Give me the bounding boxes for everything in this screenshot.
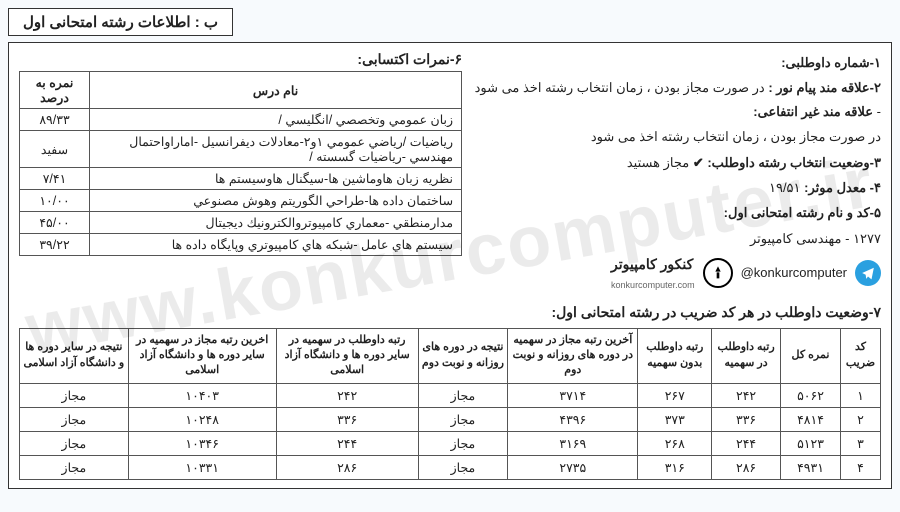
col-rank-quota: رتبه داوطلب در سهمیه: [712, 328, 781, 383]
cell-rank_other: ۲۸۶: [276, 455, 418, 479]
cell-percent: ۳۹/۲۲: [20, 234, 90, 256]
col-res-day: نتیجه در دوره های روزانه و نوبت دوم: [418, 328, 508, 383]
line-selection-status: ۳-وضعیت انتخاب رشته داوطلب: ✔ مجاز هستید: [472, 151, 881, 174]
cell-code: ۳: [841, 431, 881, 455]
brand-text: کنکور کامپیوتر konkurcomputer.com: [611, 252, 695, 293]
col-res-other: نتیجه در سایر دوره ها و دانشگاه آزاد اسل…: [20, 328, 129, 383]
status-row: ۳۵۱۲۳۲۴۴۲۶۸۳۱۶۹مجاز۲۴۴۱۰۳۴۶مجاز: [20, 431, 881, 455]
cell-res_day: مجاز: [418, 431, 508, 455]
cell-code: ۲: [841, 407, 881, 431]
cell-res_day: مجاز: [418, 383, 508, 407]
col-rank-other: رتبه داوطلب در سهمیه در سایر دوره ها و د…: [276, 328, 418, 383]
col-course-name: نام درس: [90, 72, 462, 109]
col-last-other: اخرین رتبه مجاز در سهمیه در سایر دوره ها…: [128, 328, 276, 383]
scores-row: زبان عمومي وتخصصي /انگليسي /۸۹/۳۳: [20, 109, 462, 131]
info-block: ۱-شماره داوطلبی: ۲-علاقه مند پیام نور : …: [472, 51, 881, 298]
cell-res_day: مجاز: [418, 455, 508, 479]
status-row: ۴۴۹۳۱۲۸۶۳۱۶۲۷۳۵مجاز۲۸۶۱۰۳۳۱مجاز: [20, 455, 881, 479]
line-nonprofit-text: در صورت مجاز بودن ، زمان انتخاب رشته اخذ…: [472, 125, 881, 148]
line-candidate-no: ۱-شماره داوطلبی:: [472, 51, 881, 74]
telegram-icon: [855, 260, 881, 286]
cell-course-name: رياضيات /رياضي عمومي ۱و۲-معادلات ديفرانس…: [90, 131, 462, 168]
cell-rank_q: ۳۳۶: [712, 407, 781, 431]
cell-total: ۴۸۱۴: [781, 407, 841, 431]
cell-rank_q: ۲۸۶: [712, 455, 781, 479]
cell-last_other: ۱۰۴۰۳: [128, 383, 276, 407]
cell-last_other: ۱۰۳۴۶: [128, 431, 276, 455]
status-row: ۱۵۰۶۲۲۴۲۲۶۷۳۷۱۴مجاز۲۴۲۱۰۴۰۳مجاز: [20, 383, 881, 407]
cell-percent: ۷/۴۱: [20, 168, 90, 190]
cell-res_other: مجاز: [20, 431, 129, 455]
cell-last_other: ۱۰۳۳۱: [128, 455, 276, 479]
cell-percent: ۴۵/۰۰: [20, 212, 90, 234]
scores-row: مدارمنطقي -معماري كامپيوتروالكترونيك ديج…: [20, 212, 462, 234]
line-payamnoor: ۲-علاقه مند پیام نور : در صورت مجاز بودن…: [472, 76, 881, 123]
scores-table: نام درس نمره به درصد زبان عمومي وتخصصي /…: [19, 71, 462, 256]
col-rank-noquota: رتبه داوطلب بدون سهمیه: [638, 328, 712, 383]
cell-rank_noq: ۳۱۶: [638, 455, 712, 479]
cell-percent: ۸۹/۳۳: [20, 109, 90, 131]
doc-header: ب : اطلاعات رشته امتحانی اول: [8, 8, 892, 36]
brand-url: konkurcomputer.com: [611, 277, 695, 293]
scores-row: رياضيات /رياضي عمومي ۱و۲-معادلات ديفرانس…: [20, 131, 462, 168]
line-field-code-value: ۱۲۷۷ - مهندسی کامپیوتر: [472, 227, 881, 250]
status-title: ۷-وضعیت داوطلب در هر کد ضریب در رشته امت…: [19, 304, 881, 321]
cell-code: ۱: [841, 383, 881, 407]
cell-percent: سفید: [20, 131, 90, 168]
cell-rank_other: ۳۳۶: [276, 407, 418, 431]
cell-last_day: ۲۷۳۵: [508, 455, 638, 479]
cell-res_other: مجاز: [20, 455, 129, 479]
cell-course-name: سيستم هاي عامل -شبكه هاي كامپيوتري وپايگ…: [90, 234, 462, 256]
cell-last_other: ۱۰۲۴۸: [128, 407, 276, 431]
cell-total: ۵۰۶۲: [781, 383, 841, 407]
header-title: ب : اطلاعات رشته امتحانی اول: [8, 8, 233, 36]
scores-block: ۶-نمرات اکتسابی: نام درس نمره به درصد زب…: [19, 51, 462, 256]
cell-res_other: مجاز: [20, 407, 129, 431]
top-row: ۱-شماره داوطلبی: ۲-علاقه مند پیام نور : …: [19, 51, 881, 298]
brand-row: @konkurcomputer کنکور کامپیوتر konkurcom…: [472, 252, 881, 293]
scores-row: سيستم هاي عامل -شبكه هاي كامپيوتري وپايگ…: [20, 234, 462, 256]
cell-res_day: مجاز: [418, 407, 508, 431]
cell-course-name: ساختمان داده ها-طراحي الگوريتم وهوش مصنو…: [90, 190, 462, 212]
cell-rank_noq: ۲۶۸: [638, 431, 712, 455]
cell-last_day: ۳۱۶۹: [508, 431, 638, 455]
scores-row: نظريه زبان هاوماشين ها-سيگنال هاوسيستم ه…: [20, 168, 462, 190]
cell-rank_noq: ۲۶۷: [638, 383, 712, 407]
line-gpa: ۴- معدل موثر: ۱۹/۵۱: [472, 176, 881, 199]
cell-course-name: نظريه زبان هاوماشين ها-سيگنال هاوسيستم ه…: [90, 168, 462, 190]
col-total: نمره کل: [781, 328, 841, 383]
scores-title: ۶-نمرات اکتسابی:: [19, 51, 462, 68]
cell-rank_noq: ۳۷۳: [638, 407, 712, 431]
cell-rank_other: ۲۴۲: [276, 383, 418, 407]
status-row: ۲۴۸۱۴۳۳۶۳۷۳۴۳۹۶مجاز۳۳۶۱۰۲۴۸مجاز: [20, 407, 881, 431]
cell-last_day: ۳۷۱۴: [508, 383, 638, 407]
scores-row: ساختمان داده ها-طراحي الگوريتم وهوش مصنو…: [20, 190, 462, 212]
pen-logo-icon: [703, 258, 733, 288]
cell-total: ۵۱۲۳: [781, 431, 841, 455]
brand-handle: @konkurcomputer: [741, 261, 847, 284]
col-last-day: آخرین رتبه مجاز در سهمیه در دوره های روز…: [508, 328, 638, 383]
cell-total: ۴۹۳۱: [781, 455, 841, 479]
cell-rank_q: ۲۴۲: [712, 383, 781, 407]
cell-res_other: مجاز: [20, 383, 129, 407]
col-percent: نمره به درصد: [20, 72, 90, 109]
cell-rank_q: ۲۴۴: [712, 431, 781, 455]
brand-name: کنکور کامپیوتر: [611, 252, 693, 277]
cell-code: ۴: [841, 455, 881, 479]
check-icon: ✔: [693, 151, 704, 174]
cell-rank_other: ۲۴۴: [276, 431, 418, 455]
cell-last_day: ۴۳۹۶: [508, 407, 638, 431]
cell-course-name: مدارمنطقي -معماري كامپيوتروالكترونيك ديج…: [90, 212, 462, 234]
cell-percent: ۱۰/۰۰: [20, 190, 90, 212]
cell-course-name: زبان عمومي وتخصصي /انگليسي /: [90, 109, 462, 131]
line-field-code-label: ۵-کد و نام رشته امتحانی اول:: [472, 201, 881, 224]
col-code: کد ضریب: [841, 328, 881, 383]
main-frame: ۱-شماره داوطلبی: ۲-علاقه مند پیام نور : …: [8, 42, 892, 489]
status-table: کد ضریب نمره کل رتبه داوطلب در سهمیه رتب…: [19, 328, 881, 480]
